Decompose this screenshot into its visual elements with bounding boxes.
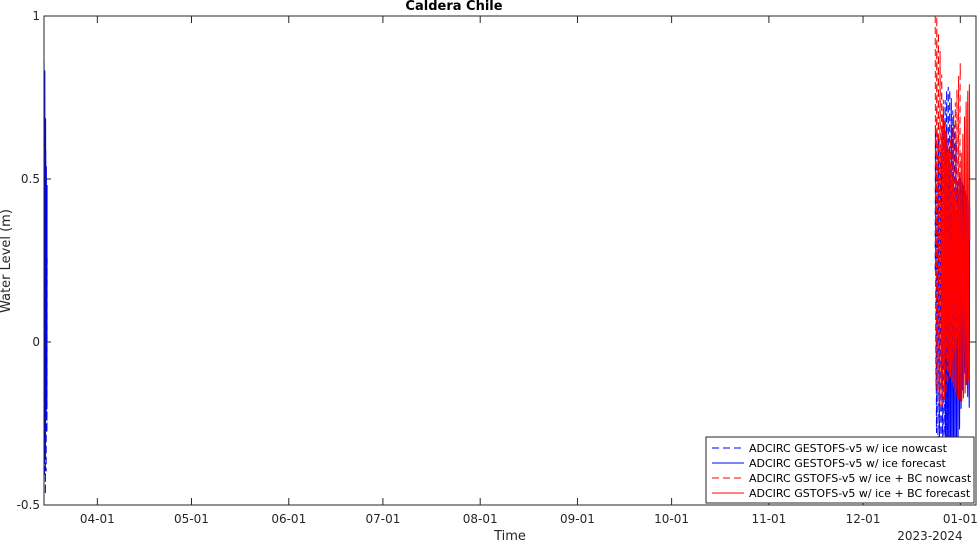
legend-entry-4: ADCIRC GSTOFS-v5 w/ ice + BC forecast <box>749 487 971 500</box>
chart-title: Caldera Chile <box>405 0 502 14</box>
x-tick-label: 01-01 <box>943 512 978 526</box>
axes-box <box>43 15 977 506</box>
x-tick-label: 07-01 <box>365 512 400 526</box>
x-tick-label: 12-01 <box>846 512 881 526</box>
y-tick-label: 0.5 <box>21 172 40 186</box>
x-tick-label: 08-01 <box>463 512 498 526</box>
x-axis-title: Time <box>493 529 526 541</box>
legend-entry-3: ADCIRC GSTOFS-v5 w/ ice + BC nowcast <box>749 472 972 485</box>
y-tick-label: -0.5 <box>17 498 40 512</box>
x-secondary-label: 2023-2024 <box>897 529 962 541</box>
series-line-3-segment-1 <box>934 15 961 408</box>
x-tick-label: 09-01 <box>560 512 595 526</box>
series-line-2-segment-1 <box>43 60 48 463</box>
axes-layer: 04-01 05-01 06-01 07-01 08-01 09-01 10-01 11-01… <box>17 9 978 526</box>
plot-area <box>44 16 976 505</box>
x-tick-label: 04-01 <box>80 512 115 526</box>
y-tick-label: 1 <box>32 9 40 23</box>
x-tick-label: 11-01 <box>751 512 786 526</box>
legend-box <box>705 436 975 504</box>
x-tick-label: 06-01 <box>271 512 306 526</box>
x-tick-label: 05-01 <box>174 512 209 526</box>
legend: ADCIRC GESTOFS-v5 w/ ice nowcast ADCIRC G… <box>705 436 975 504</box>
y-axis-title: Water Level (m) <box>0 209 14 313</box>
y-tick-label: 0 <box>32 335 40 349</box>
x-tick-label: 10-01 <box>654 512 689 526</box>
legend-entry-2: ADCIRC GESTOFS-v5 w/ ice forecast <box>749 457 947 470</box>
legend-entry-1: ADCIRC GESTOFS-v5 w/ ice nowcast <box>749 442 948 455</box>
series-line-4-segment-1 <box>940 84 971 402</box>
